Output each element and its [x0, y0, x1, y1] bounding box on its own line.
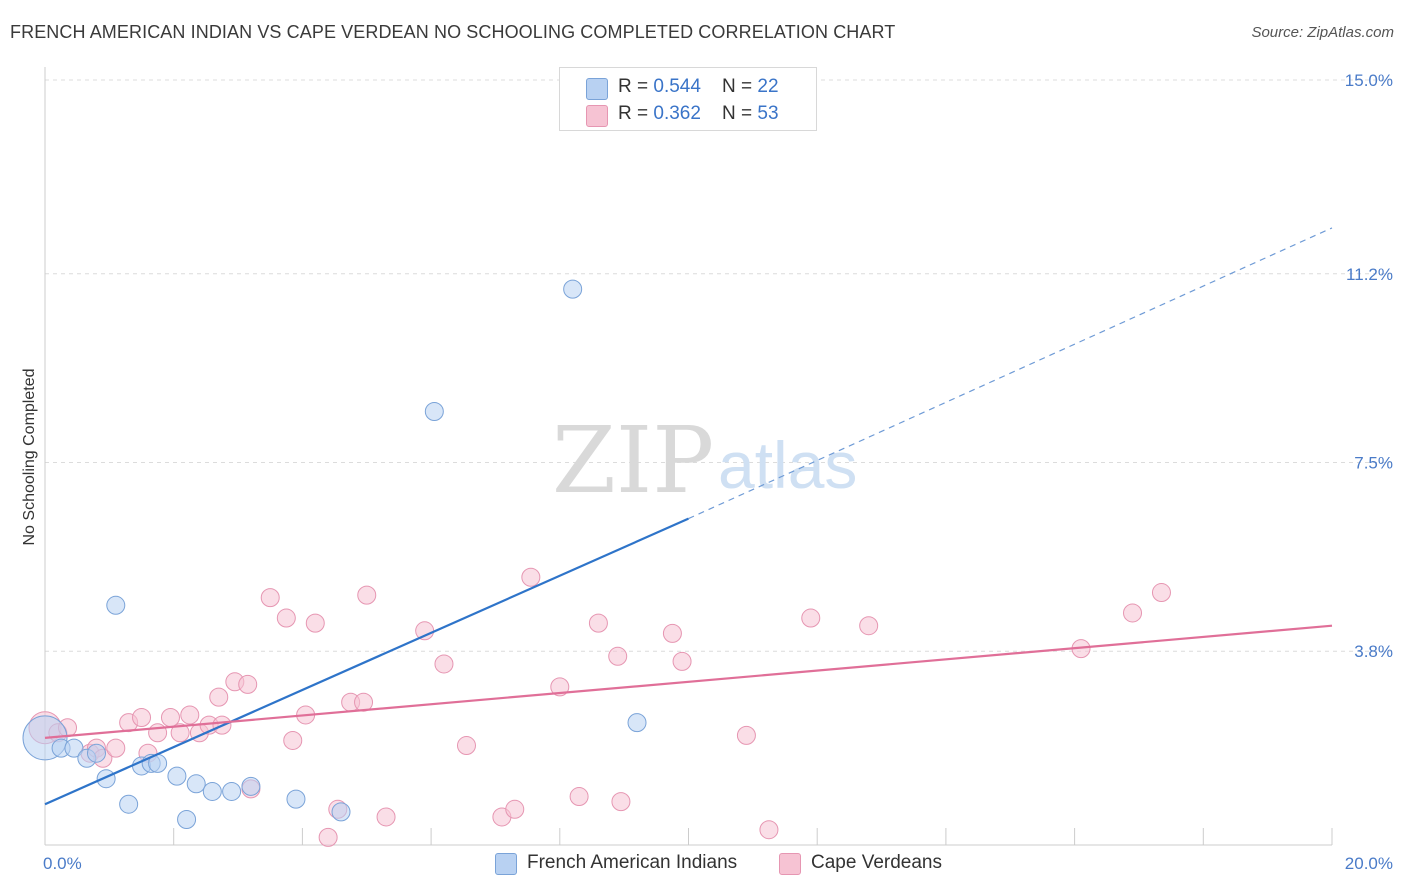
pink-point-50 — [1123, 603, 1143, 623]
pink-point-34 — [456, 736, 476, 756]
y-tick-labels: 3.8% 7.5% 11.2% 15.0% — [1345, 71, 1393, 661]
chart-title: FRENCH AMERICAN INDIAN VS CAPE VERDEAN N… — [10, 22, 896, 42]
bottom-legend-swatch-blue — [495, 853, 517, 875]
pink-point-33 — [434, 654, 454, 674]
pink-point-48 — [859, 616, 879, 636]
legend-swatch-pink — [586, 105, 608, 127]
pink-points — [28, 567, 1171, 847]
pink-point-45 — [736, 725, 756, 745]
watermark: ZIP atlas — [552, 407, 857, 514]
blue-point-18 — [331, 802, 351, 822]
pink-point-19 — [238, 674, 258, 694]
pink-point-36 — [505, 799, 525, 819]
pink-point-21 — [260, 588, 280, 608]
pink-point-32 — [415, 621, 435, 641]
bottom-legend-label-blue: French American Indians — [527, 852, 738, 873]
blue-trend-line-extrapolated — [688, 227, 1333, 520]
blue-points — [22, 279, 647, 829]
pink-point-39 — [569, 787, 589, 807]
legend: R = 0.544 N = 22 R = 0.362 N = 53 — [559, 67, 817, 131]
pink-point-13 — [180, 705, 200, 725]
blue-point-7 — [119, 794, 139, 814]
legend-text-pink: R = 0.362 N = 53 — [618, 103, 779, 124]
bottom-legend: French American Indians Cape Verdeans — [0, 852, 1406, 878]
pink-point-41 — [611, 792, 631, 812]
blue-point-13 — [202, 781, 222, 801]
blue-point-4 — [86, 743, 106, 763]
y-axis-label: No Schooling Completed — [21, 369, 38, 546]
blue-point-12 — [186, 774, 206, 794]
blue-point-17 — [286, 789, 306, 809]
y-tick-label-1: 7.5% — [1354, 454, 1393, 473]
pink-trend-line — [44, 624, 1333, 739]
pink-point-6 — [106, 738, 126, 758]
blue-point-2 — [64, 738, 84, 758]
blue-point-19 — [424, 402, 444, 421]
bottom-legend-swatch-pink — [779, 853, 801, 875]
watermark-atlas: atlas — [718, 428, 857, 502]
pink-point-26 — [318, 827, 338, 847]
y-tick-label-0: 3.8% — [1354, 642, 1393, 661]
y-tick-label-3: 15.0% — [1345, 71, 1393, 90]
blue-point-16 — [177, 810, 197, 829]
source-label: Source: ZipAtlas.com — [1251, 24, 1394, 41]
blue-point-21 — [627, 713, 647, 733]
pink-point-30 — [357, 585, 377, 605]
pink-point-38 — [550, 677, 570, 697]
blue-point-14 — [222, 781, 242, 801]
x-tick-label-1: 20.0% — [1345, 854, 1393, 873]
gridlines — [45, 79, 1392, 652]
pink-point-44 — [672, 651, 692, 671]
pink-point-8 — [132, 708, 152, 727]
blue-point-15 — [241, 776, 261, 796]
x-tick-labels: 0.0% 20.0% — [43, 854, 1393, 873]
pink-point-23 — [283, 730, 303, 750]
pink-point-51 — [1151, 583, 1171, 603]
legend-text-blue: R = 0.544 N = 22 — [618, 76, 779, 97]
pink-point-12 — [170, 723, 190, 743]
bottom-legend-label-pink: Cape Verdeans — [811, 852, 942, 873]
blue-trend-line — [44, 517, 689, 806]
pink-point-16 — [209, 687, 229, 707]
pink-point-46 — [759, 820, 779, 840]
pink-point-25 — [305, 613, 325, 633]
y-tick-label-2: 11.2% — [1346, 265, 1393, 284]
pink-point-31 — [376, 807, 396, 827]
legend-swatch-blue — [586, 78, 608, 100]
pink-point-11 — [160, 708, 180, 727]
pink-point-47 — [801, 608, 821, 628]
watermark-zip: ZIP — [552, 407, 714, 514]
blue-point-11 — [167, 766, 187, 786]
pink-point-37 — [521, 567, 541, 587]
blue-point-5 — [106, 595, 126, 615]
pink-point-43 — [662, 623, 682, 643]
trend-lines — [44, 227, 1333, 806]
blue-point-20 — [563, 279, 583, 299]
pink-point-40 — [588, 613, 608, 633]
x-tick-label-0: 0.0% — [43, 854, 82, 873]
pink-point-22 — [276, 608, 296, 628]
pink-point-42 — [608, 646, 628, 666]
